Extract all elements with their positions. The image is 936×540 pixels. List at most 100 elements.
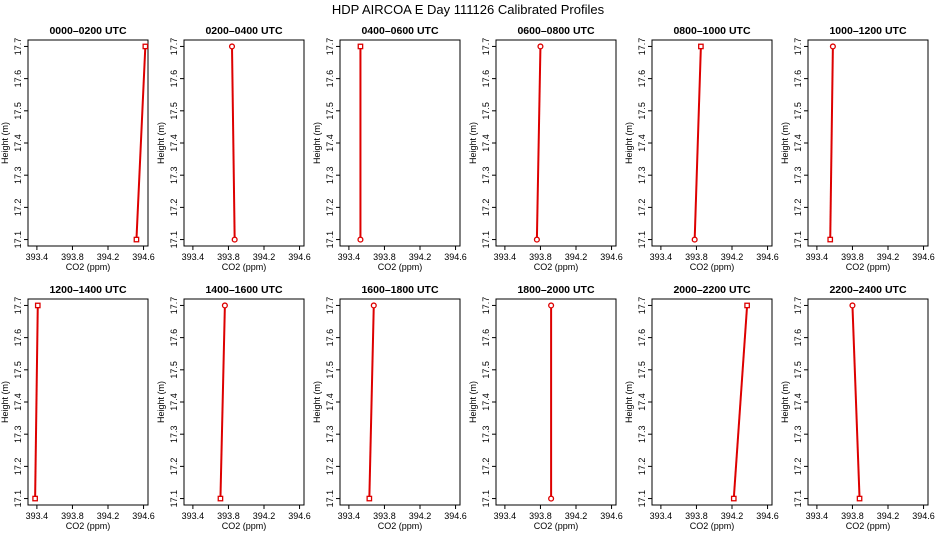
y-tick-label: 17.6 xyxy=(13,329,23,347)
panel-title: 0800–1000 UTC xyxy=(673,25,750,37)
x-tick-label: 393.8 xyxy=(217,252,240,262)
y-tick-label: 17.4 xyxy=(169,393,179,411)
data-point xyxy=(548,495,555,502)
y-tick-label: 17.6 xyxy=(325,329,335,347)
y-tick-label: 17.1 xyxy=(13,231,23,249)
y-tick-label: 17.1 xyxy=(481,490,491,508)
x-tick-label: 393.4 xyxy=(806,511,829,521)
x-tick-label: 393.8 xyxy=(841,511,864,521)
data-point xyxy=(849,302,856,309)
y-tick-label: 17.1 xyxy=(637,490,647,508)
y-axis-label: Height (m) xyxy=(156,122,166,164)
x-tick-label: 394.6 xyxy=(756,511,779,521)
x-tick-label: 393.4 xyxy=(26,511,49,521)
profile-panel-4: 0800–1000 UTC 393.4 393.8 394.2 394.6 17.1 17.… xyxy=(624,25,779,272)
y-tick-label: 17.2 xyxy=(169,458,179,476)
x-axis-label: CO2 (ppm) xyxy=(222,521,267,531)
x-tick-label: 394.6 xyxy=(132,511,155,521)
y-tick-label: 17.2 xyxy=(169,199,179,217)
y-tick-label: 17.4 xyxy=(13,393,23,411)
y-tick-label: 17.7 xyxy=(793,297,803,315)
data-point xyxy=(133,236,140,243)
x-tick-label: 394.2 xyxy=(409,252,432,262)
plot-frame xyxy=(495,39,617,247)
x-tick-label: 394.2 xyxy=(877,252,900,262)
panel-title: 2200–2400 UTC xyxy=(829,284,906,296)
y-tick-label: 17.3 xyxy=(793,166,803,184)
y-tick-label: 17.4 xyxy=(481,134,491,152)
x-axis-label: CO2 (ppm) xyxy=(66,262,111,272)
data-point xyxy=(228,43,236,50)
y-tick-label: 17.3 xyxy=(169,166,179,184)
y-axis-label: Height (m) xyxy=(624,122,634,164)
x-tick-label: 393.4 xyxy=(806,252,829,262)
panel-title: 2000–2200 UTC xyxy=(673,284,750,296)
y-tick-label: 17.7 xyxy=(325,297,335,315)
x-tick-label: 393.8 xyxy=(373,511,396,521)
y-tick-label: 17.3 xyxy=(13,166,23,184)
profile-line xyxy=(851,305,861,499)
x-tick-label: 394.6 xyxy=(288,252,311,262)
y-tick-label: 17.2 xyxy=(13,199,23,217)
x-axis-label: CO2 (ppm) xyxy=(222,262,267,272)
y-tick-label: 17.5 xyxy=(637,361,647,379)
y-tick-label: 17.7 xyxy=(793,38,803,56)
y-tick-label: 17.3 xyxy=(481,425,491,443)
x-axis-label: CO2 (ppm) xyxy=(690,521,735,531)
y-tick-label: 17.1 xyxy=(169,231,179,249)
x-tick-label: 394.6 xyxy=(912,511,935,521)
x-tick-label: 393.4 xyxy=(338,511,361,521)
y-tick-label: 17.2 xyxy=(637,458,647,476)
y-tick-label: 17.1 xyxy=(637,231,647,249)
data-point xyxy=(827,236,834,243)
y-tick-label: 17.4 xyxy=(637,393,647,411)
y-axis-label: Height (m) xyxy=(0,381,10,423)
x-tick-label: 393.8 xyxy=(61,252,84,262)
data-point xyxy=(142,43,149,50)
profile-panel-6: 1200–1400 UTC 393.4 393.8 394.2 394.6 17.1 17.… xyxy=(0,284,155,531)
x-tick-label: 393.8 xyxy=(685,511,708,521)
y-tick-label: 17.5 xyxy=(793,102,803,120)
x-tick-label: 394.2 xyxy=(253,252,276,262)
panel-title: 0600–0800 UTC xyxy=(517,25,594,37)
y-tick-label: 17.2 xyxy=(637,199,647,217)
profile-line xyxy=(34,305,39,499)
y-tick-label: 17.4 xyxy=(793,134,803,152)
profile-panel-3: 0600–0800 UTC 393.4 393.8 394.2 394.6 17.1 17.… xyxy=(468,25,623,272)
plot-frame xyxy=(495,298,617,506)
y-tick-label: 17.4 xyxy=(793,393,803,411)
y-axis-label: Height (m) xyxy=(780,381,790,423)
y-tick-label: 17.2 xyxy=(481,199,491,217)
panel-title: 1200–1400 UTC xyxy=(49,284,126,296)
profile-line xyxy=(535,46,542,240)
data-point xyxy=(533,236,540,243)
y-tick-label: 17.2 xyxy=(481,458,491,476)
y-tick-label: 17.5 xyxy=(169,361,179,379)
y-tick-label: 17.5 xyxy=(793,361,803,379)
data-point xyxy=(856,495,863,502)
y-tick-label: 17.6 xyxy=(637,70,647,88)
x-tick-label: 393.4 xyxy=(494,252,517,262)
panel-title: 0400–0600 UTC xyxy=(361,25,438,37)
y-tick-label: 17.4 xyxy=(169,134,179,152)
y-tick-label: 17.5 xyxy=(325,102,335,120)
x-tick-label: 393.4 xyxy=(338,252,361,262)
y-tick-label: 17.7 xyxy=(637,38,647,56)
y-tick-label: 17.5 xyxy=(169,102,179,120)
plot-frame xyxy=(651,298,773,506)
x-axis-label: CO2 (ppm) xyxy=(378,521,423,531)
y-tick-label: 17.1 xyxy=(13,490,23,508)
y-tick-label: 17.4 xyxy=(13,134,23,152)
x-tick-label: 394.6 xyxy=(600,252,623,262)
x-tick-label: 393.8 xyxy=(373,252,396,262)
y-tick-label: 17.4 xyxy=(637,134,647,152)
y-tick-label: 17.2 xyxy=(793,458,803,476)
y-axis-label: Height (m) xyxy=(156,381,166,423)
y-axis-label: Height (m) xyxy=(624,381,634,423)
data-point xyxy=(32,495,38,502)
x-tick-label: 394.2 xyxy=(565,511,588,521)
x-tick-label: 393.8 xyxy=(529,511,552,521)
x-tick-label: 393.8 xyxy=(529,252,552,262)
x-tick-label: 394.2 xyxy=(721,252,744,262)
profile-line xyxy=(693,46,702,240)
